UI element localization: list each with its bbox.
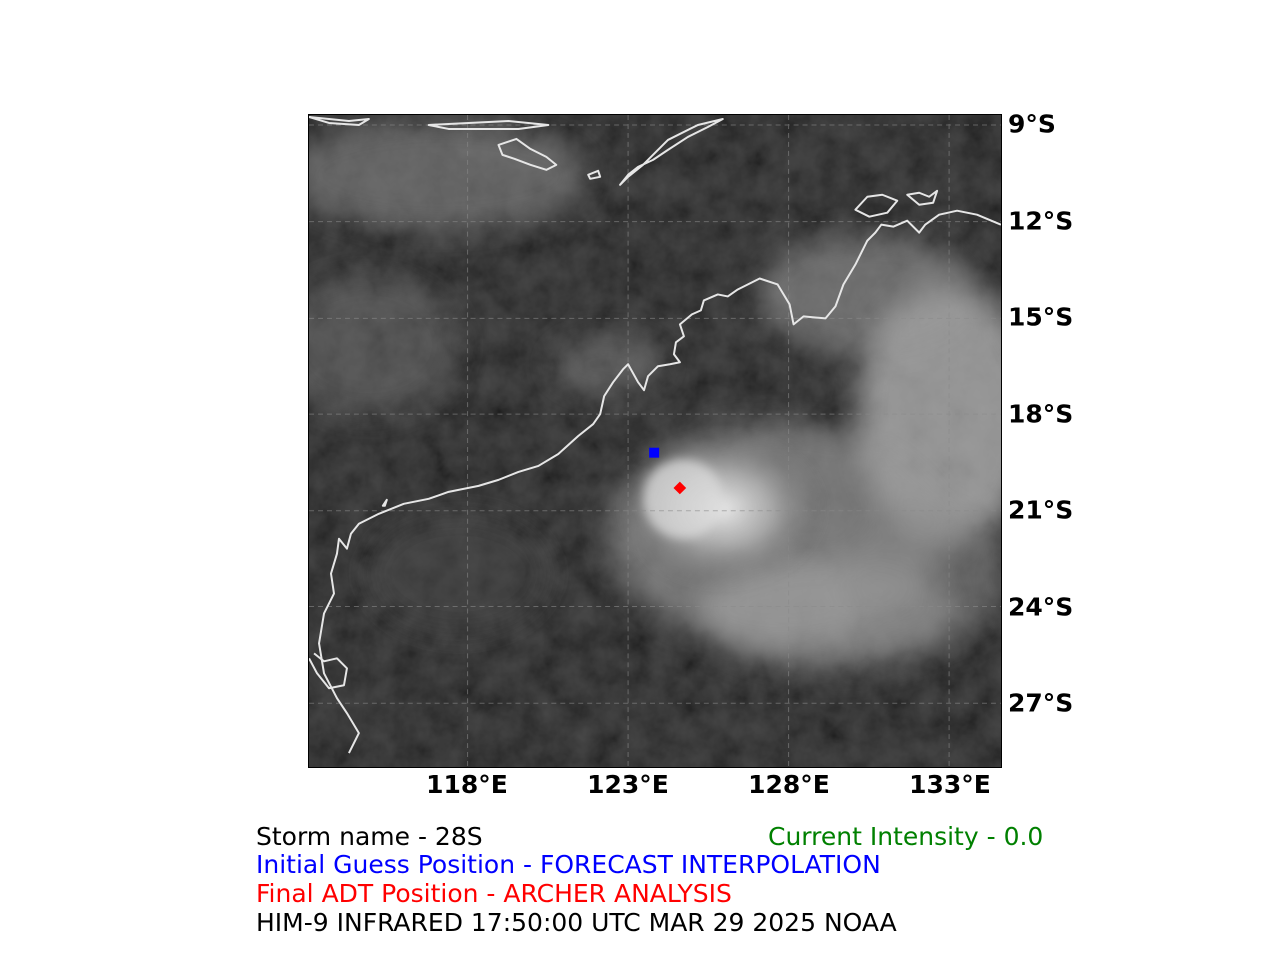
- lat-label-15s: 15°S: [1008, 302, 1074, 332]
- lon-label-123e: 123°E: [587, 770, 669, 799]
- initial-guess-text: Initial Guess Position - FORECAST INTERP…: [256, 850, 881, 879]
- final-position-text: Final ADT Position - ARCHER ANALYSIS: [256, 879, 732, 908]
- lat-label-18s: 18°S: [1008, 399, 1074, 429]
- image-source-text: HIM-9 INFRARED 17:50:00 UTC MAR 29 2025 …: [256, 908, 897, 937]
- initial-guess-marker: [649, 447, 660, 458]
- lat-label-27s: 27°S: [1008, 688, 1074, 718]
- coastlines: [309, 115, 1001, 754]
- lon-label-118e: 118°E: [426, 770, 508, 799]
- gridlines: [309, 115, 1001, 767]
- lon-label-133e: 133°E: [909, 770, 991, 799]
- current-intensity-text: Current Intensity - 0.0: [768, 822, 1044, 851]
- lat-label-21s: 21°S: [1008, 495, 1074, 525]
- storm-name-text: Storm name - 28S: [256, 822, 483, 851]
- storm-eye-region: [643, 458, 723, 539]
- lat-label-24s: 24°S: [1008, 592, 1074, 622]
- satellite-map-svg: [309, 115, 1001, 767]
- lat-label-9s: 9°S: [1008, 109, 1056, 139]
- lon-label-128e: 128°E: [748, 770, 830, 799]
- lat-label-12s: 12°S: [1008, 206, 1074, 236]
- satellite-map: [308, 114, 1002, 768]
